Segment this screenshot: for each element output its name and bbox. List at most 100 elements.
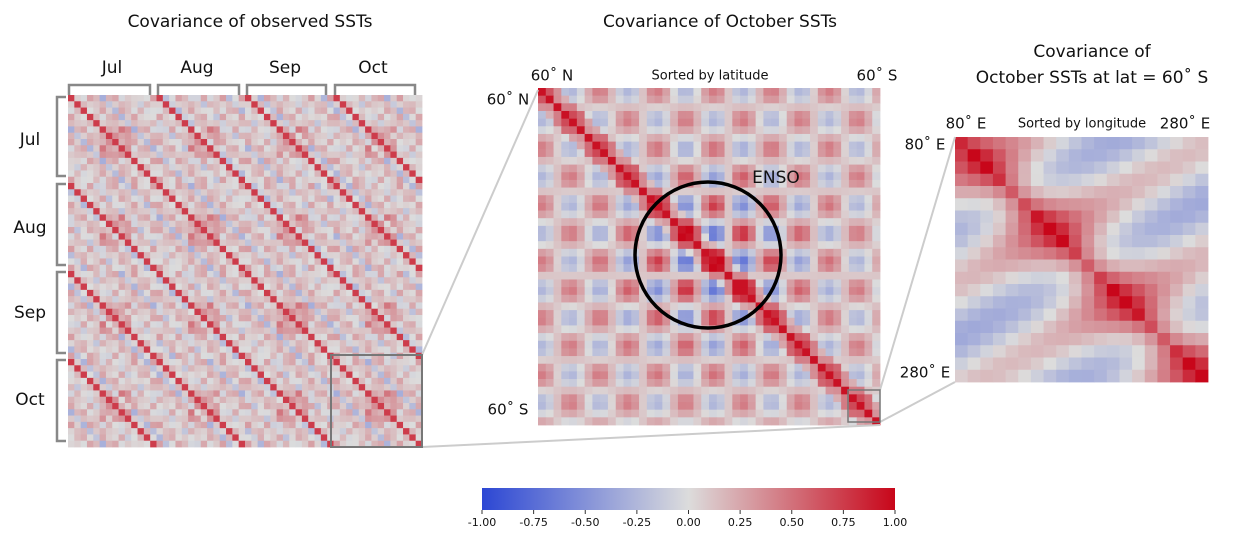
heatmap-cell [615,264,624,273]
heatmap-cell [396,258,404,266]
heatmap-cell [263,258,271,266]
heatmap-cell [263,157,271,165]
heatmap-cell [150,359,157,366]
heatmap-cell [175,264,183,272]
heatmap-cell [693,333,702,342]
heatmap-cell [245,126,252,134]
heatmap-cell [276,189,284,196]
heatmap-cell [314,289,322,297]
heatmap-cell [377,195,385,203]
heatmap-cell [716,386,725,395]
heatmap-cell [276,396,284,404]
heatmap-cell [716,103,725,112]
heatmap-cell [93,377,101,385]
heatmap-cell [169,321,176,328]
heatmap-cell [118,271,126,278]
heatmap-cell [86,365,94,372]
heatmap-cell [74,340,82,347]
heatmap-cell [724,225,733,234]
heatmap-cell [615,233,624,242]
heatmap-cell [592,363,601,372]
heatmap-cell [810,363,819,372]
heatmap-cell [670,164,679,173]
heatmap-cell [162,428,170,435]
heatmap-cell [693,394,702,403]
heatmap-cell [276,359,284,366]
heatmap-cell [778,386,788,395]
heatmap-cell [352,258,360,266]
heatmap-cell [365,176,372,184]
heatmap-cell [670,356,679,365]
heatmap-cell [763,402,772,411]
heatmap-cell [143,365,151,372]
heatmap-cell [257,296,265,303]
heatmap-cell [219,302,227,310]
heatmap-cell [181,346,189,354]
heatmap-cell [763,394,772,403]
heatmap-cell [188,434,195,442]
heatmap-cell [403,201,410,209]
heatmap-cell [817,164,826,173]
heatmap-cell [701,363,710,372]
heatmap-cell [358,164,366,171]
heatmap-cell [80,415,88,423]
heatmap-cell [105,176,113,184]
heatmap-cell [607,302,617,311]
heatmap-cell [143,421,151,429]
heatmap-cell [864,210,873,219]
heatmap-cell [371,371,379,379]
heatmap-cell [124,126,132,134]
heatmap-cell [80,264,88,272]
heatmap-cell [150,271,157,278]
heatmap-cell [740,256,749,265]
heatmap-cell [226,365,233,372]
heatmap-cell [339,296,347,303]
heatmap-cell [339,377,347,385]
heatmap-cell [276,126,284,134]
heatmap-cell [615,310,624,319]
heatmap-cell [105,145,113,152]
heatmap-cell [755,110,764,120]
heatmap-cell [864,356,873,365]
heatmap-cell [701,310,710,319]
heatmap-cell [131,151,138,159]
heatmap-cell [794,179,803,188]
heatmap-cell [339,208,347,215]
heatmap-cell [771,302,780,311]
heatmap-cell [810,95,819,104]
heatmap-cell [600,356,609,365]
heatmap-cell [747,325,757,334]
heatmap-cell [289,139,296,146]
heatmap-cell [841,156,850,165]
heatmap-cell [143,252,151,259]
heatmap-cell [137,333,145,341]
heatmap-cell [864,179,873,188]
heatmap-cell [263,151,271,159]
heatmap-cell [569,202,578,211]
heatmap-cell [802,156,811,165]
heatmap-cell [238,403,246,410]
heatmap-cell [415,176,423,184]
heatmap-cell [794,88,803,97]
heatmap-cell [213,189,221,196]
heatmap-cell [390,220,398,228]
heatmap-cell [415,120,423,127]
heatmap-cell [156,415,164,423]
heatmap-cell [270,415,278,423]
heatmap-cell [365,151,372,159]
heatmap-cell [561,333,570,342]
heatmap-cell [194,384,202,391]
heatmap-cell [105,352,113,360]
heatmap-cell [584,279,593,288]
heatmap-cell [105,139,113,146]
heatmap-cell [848,95,858,104]
heatmap-cell [639,379,648,388]
heatmap-cell [810,340,819,349]
heatmap-cell [105,183,113,190]
heatmap-cell [755,233,764,242]
heatmap-cell [403,346,410,354]
heatmap-cell [213,315,221,322]
heatmap-cell [333,139,341,146]
heatmap-cell [371,151,379,159]
heatmap-cell [377,227,385,234]
